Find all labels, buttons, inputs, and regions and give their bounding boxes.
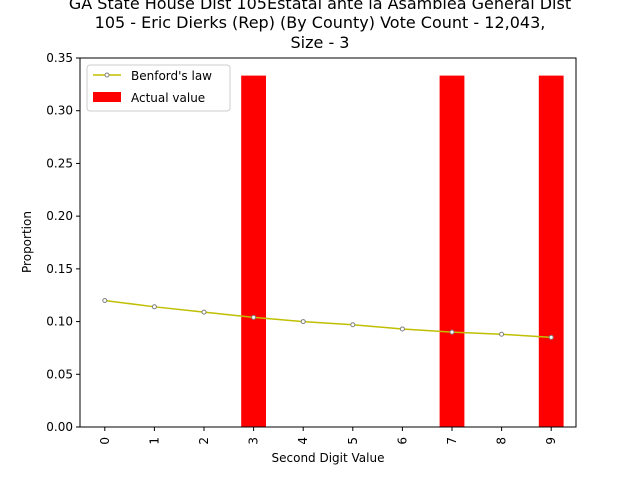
benford-point-5 <box>350 322 356 328</box>
y-tick-label: 0.25 <box>46 156 73 170</box>
x-axis: 0 1 2 3 4 5 6 7 8 9 <box>98 427 558 445</box>
x-axis-label: Second Digit Value <box>272 451 385 465</box>
x-tick-label: 8 <box>495 437 509 445</box>
x-tick-label: 0 <box>98 437 112 445</box>
benford-point-6 <box>399 326 405 332</box>
x-tick-label: 4 <box>296 437 310 445</box>
benford-point-3 <box>251 314 257 320</box>
benford-point-0 <box>102 297 108 303</box>
x-tick-label: 2 <box>197 437 211 445</box>
x-tick-label: 7 <box>445 437 459 445</box>
chart-title-line-2: 105 - Eric Dierks (Rep) (By County) Vote… <box>94 13 546 32</box>
bar-digit-7 <box>439 75 465 428</box>
x-tick-label: 5 <box>346 437 360 445</box>
legend: Benford's law Actual value <box>86 64 231 112</box>
plot-frame <box>79 57 577 428</box>
y-tick-label: 0.15 <box>46 262 73 276</box>
y-tick-label: 0.20 <box>46 209 73 223</box>
y-axis-label: Proportion <box>20 211 34 273</box>
legend-benford-label: Benford's law <box>131 69 212 83</box>
benford-point-1 <box>151 304 157 310</box>
bar-series <box>241 75 564 428</box>
benford-point-2 <box>201 309 207 315</box>
y-tick-label: 0.35 <box>46 51 73 65</box>
legend-box <box>86 64 231 112</box>
bar-digit-9 <box>538 75 564 428</box>
benford-point-7 <box>449 329 455 335</box>
y-tick-label: 0.00 <box>46 420 73 434</box>
chart-title-line-1: GA State House Dist 105Estatal ante la A… <box>68 0 572 13</box>
bar-digit-3 <box>241 75 266 428</box>
legend-actual-label: Actual value <box>131 91 205 105</box>
y-axis: 0.00 0.05 0.10 0.15 0.20 0.25 0.30 0.35 <box>46 51 80 434</box>
x-tick-label: 9 <box>544 437 558 445</box>
y-tick-label: 0.05 <box>46 367 73 381</box>
benford-line-series <box>102 297 554 340</box>
y-tick-label: 0.30 <box>46 104 73 118</box>
benford-line <box>104 299 552 339</box>
chart-title-line-3: Size - 3 <box>290 33 350 52</box>
benford-point-8 <box>499 331 505 337</box>
y-tick-label: 0.10 <box>46 315 73 329</box>
x-tick-label: 1 <box>147 437 161 445</box>
legend-actual-swatch <box>93 92 121 102</box>
legend-benford-marker <box>104 72 110 78</box>
x-tick-label: 3 <box>247 437 261 445</box>
benford-point-9 <box>548 334 554 340</box>
benford-point-4 <box>300 319 306 325</box>
x-tick-label: 6 <box>395 437 409 445</box>
